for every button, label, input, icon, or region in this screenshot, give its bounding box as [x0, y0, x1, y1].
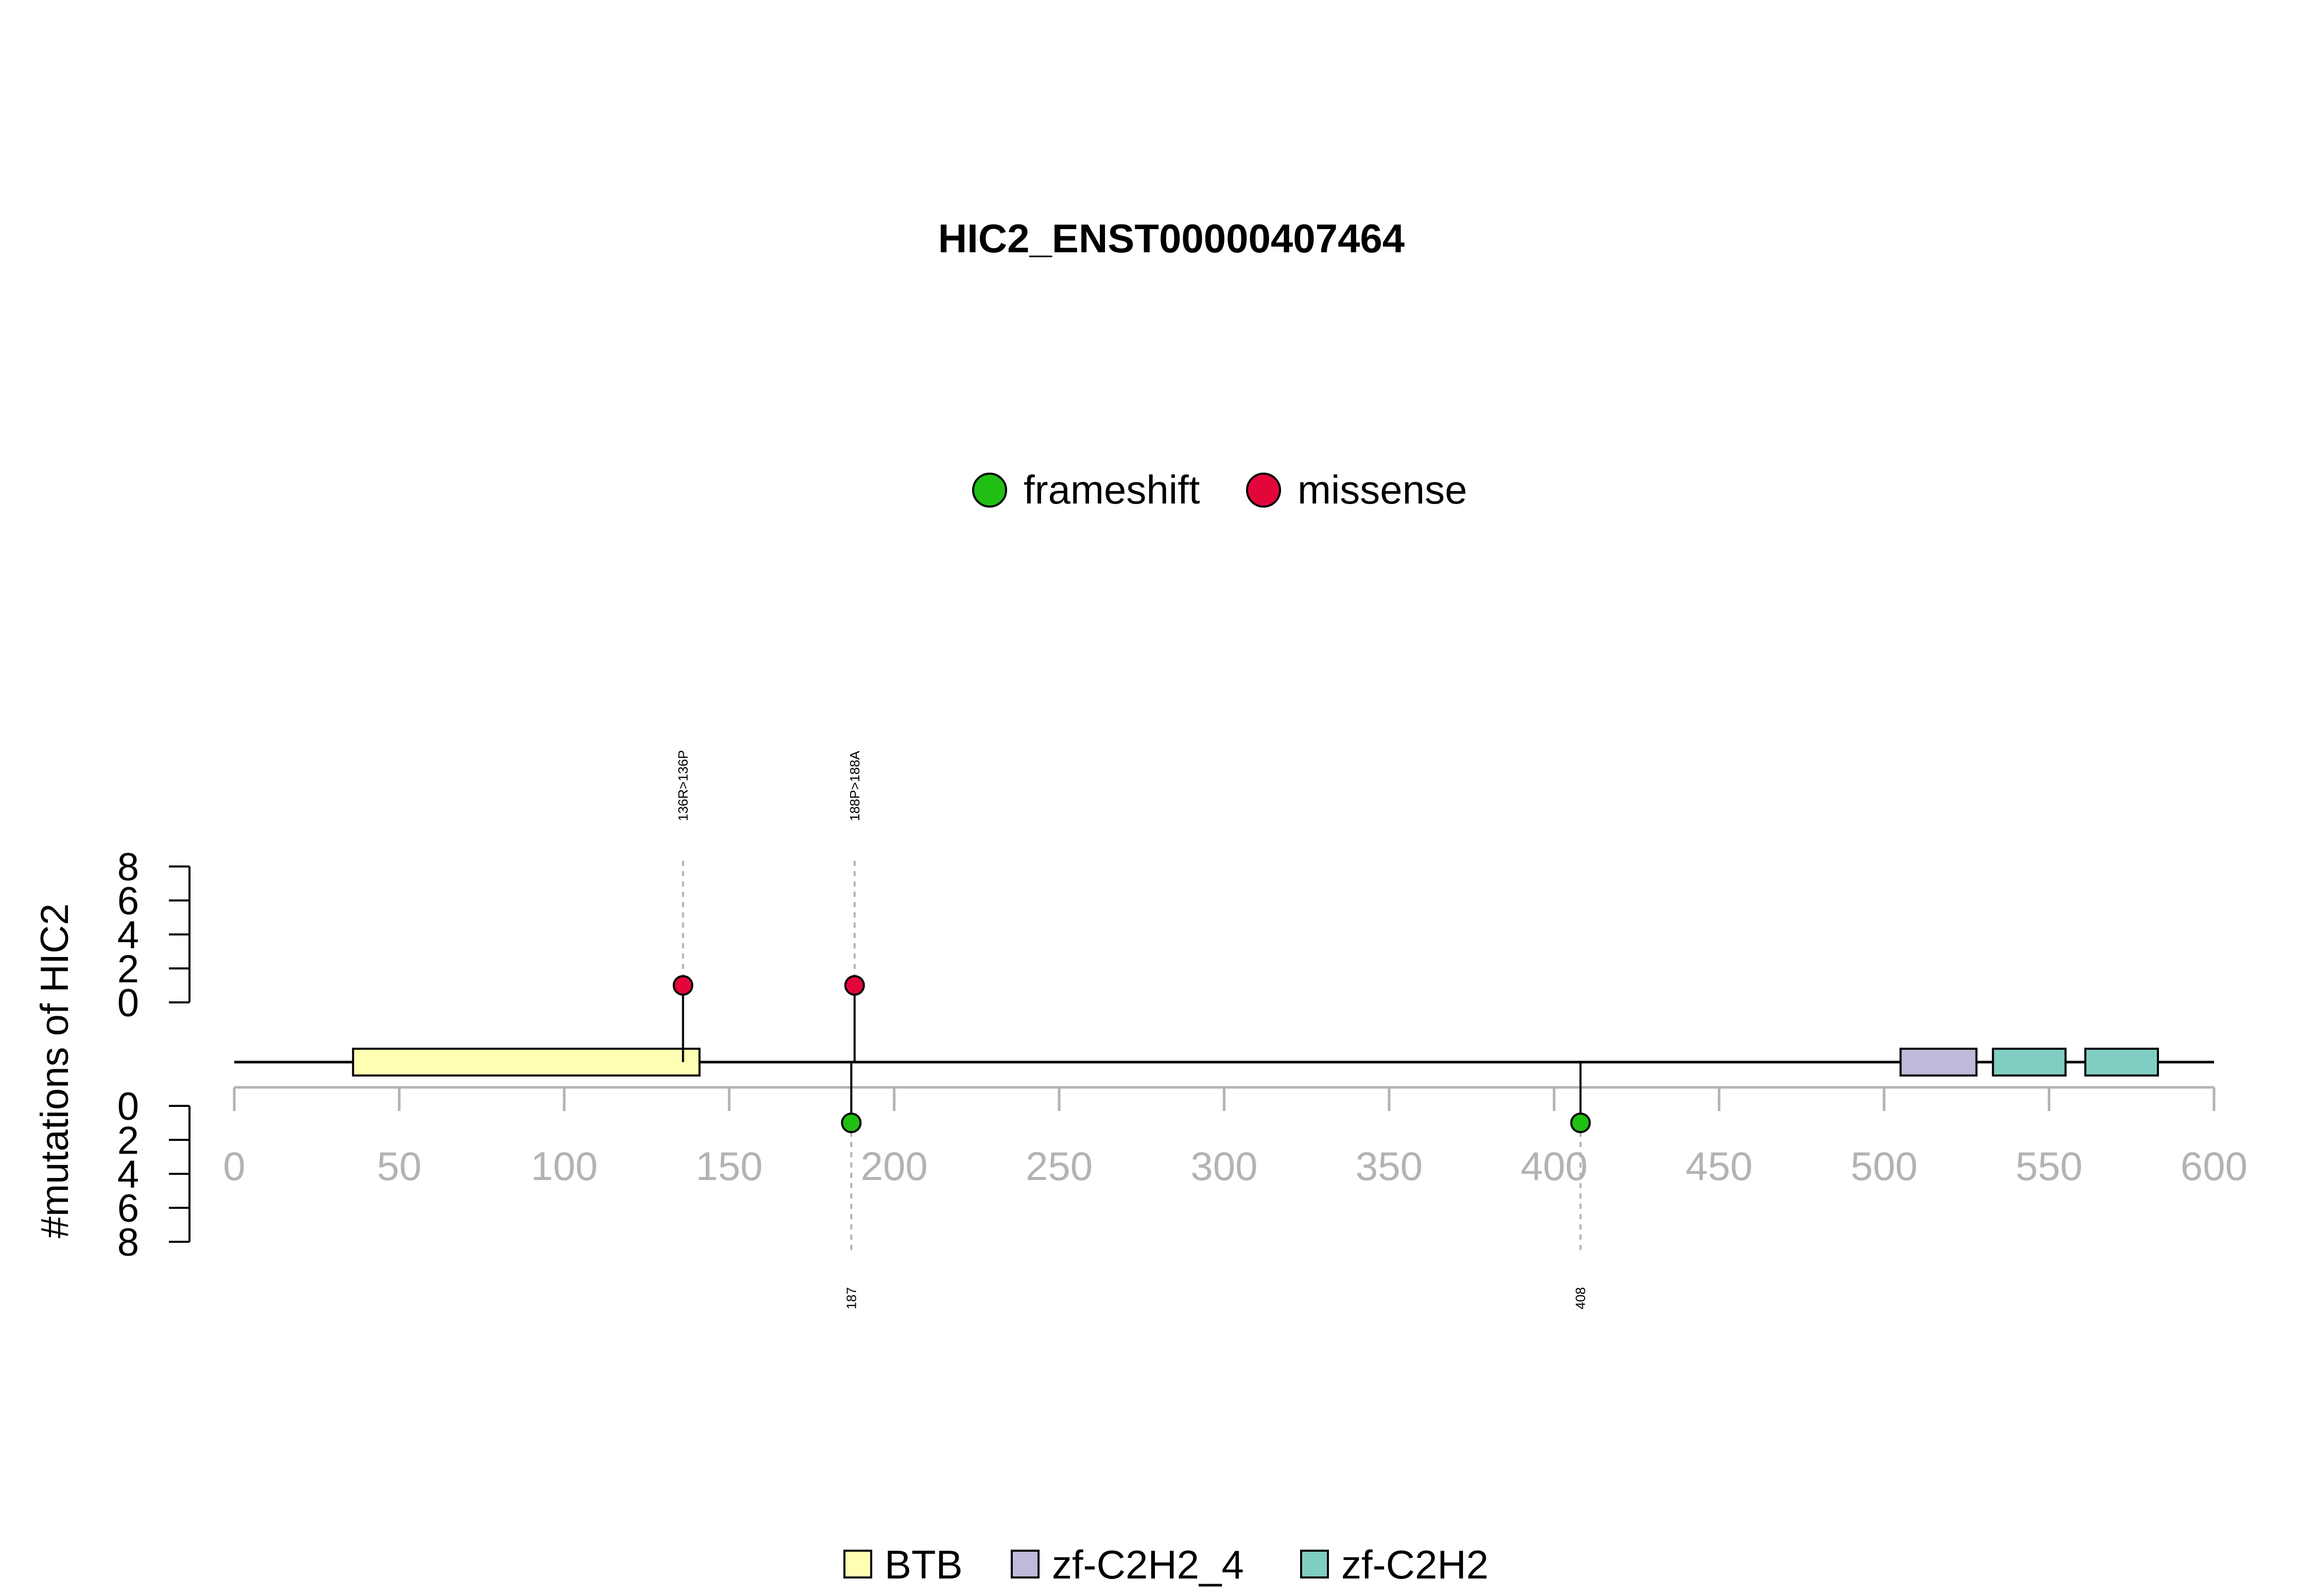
y-top-tick-label-2: 2: [117, 947, 139, 991]
mutation-legend: frameshift missense: [972, 467, 1467, 512]
y-bottom-tick-label-0: 0: [117, 1085, 139, 1129]
legend-swatch-BTB: [843, 1550, 872, 1578]
legend-label-zf-C2H2_4: zf-C2H2_4: [1052, 1542, 1244, 1587]
x-tick-label-450: 450: [1686, 1143, 1753, 1189]
legend-label-frameshift: frameshift: [1024, 467, 1200, 512]
y-bottom-tick-label-2: 2: [117, 1119, 139, 1163]
x-tick-label-550: 550: [2016, 1143, 2083, 1189]
x-tick-label-500: 500: [1851, 1143, 1917, 1189]
y-top-tick-label-8: 8: [117, 845, 139, 889]
legend-swatch-zf-C2H2_4: [1011, 1550, 1040, 1578]
domain-BTB: [352, 1048, 701, 1077]
x-tick-label-50: 50: [377, 1143, 422, 1189]
x-tick-label-200: 200: [861, 1143, 928, 1189]
y-bottom-tick-label-8: 8: [117, 1221, 139, 1264]
y-top-tick-label-4: 4: [117, 913, 139, 957]
x-tick-label-0: 0: [223, 1143, 245, 1189]
legend-label-missense: missense: [1298, 467, 1467, 512]
lollipop-head-frameshift: [841, 1113, 862, 1133]
legend-label-BTB: BTB: [885, 1542, 963, 1587]
chart-title: HIC2_ENST00000407464: [938, 216, 1405, 261]
lollipop-head-missense: [672, 975, 694, 996]
x-tick-label-300: 300: [1190, 1143, 1257, 1189]
mutation-lollipops: 136R>136P 188P>188A 187 408: [672, 750, 1591, 1309]
lollipop-head-frameshift: [1570, 1113, 1591, 1133]
x-tick-label-250: 250: [1026, 1143, 1093, 1189]
x-tick-label-100: 100: [531, 1143, 598, 1189]
mutation-label: 188P>188A: [847, 751, 862, 821]
y-bottom-tick-label-6: 6: [117, 1187, 139, 1230]
x-tick-label-350: 350: [1356, 1143, 1423, 1189]
domain-zf-C2H2_4: [1899, 1048, 1978, 1077]
y-top-tick-label-0: 0: [117, 981, 139, 1025]
x-tick-label-150: 150: [696, 1143, 763, 1189]
legend-swatch-zf-C2H2: [1300, 1550, 1329, 1578]
mutation-label: 136R>136P: [676, 750, 691, 821]
x-axis: 0 50 100 150 200 250 300 350 400 450 500 550 600: [223, 1086, 2247, 1189]
y-top-tick-label-6: 6: [117, 879, 139, 923]
domain-zf-C2H2: [1992, 1048, 2067, 1077]
legend-marker-frameshift: [972, 473, 1007, 508]
mutation-label: 408: [1573, 1287, 1588, 1309]
protein-domains: [352, 1048, 2159, 1077]
domain-legend: BTB zf-C2H2_4 zf-C2H2: [843, 1542, 1489, 1587]
legend-marker-missense: [1246, 473, 1281, 508]
y-axis-label: #mutations of HIC2: [33, 904, 77, 1239]
lollipop-head-missense: [844, 975, 865, 996]
y-bottom-tick-label-4: 4: [117, 1153, 139, 1196]
legend-label-zf-C2H2: zf-C2H2: [1341, 1542, 1489, 1587]
x-tick-label-600: 600: [2181, 1143, 2247, 1189]
mutation-label: 187: [843, 1287, 859, 1309]
x-tick-label-400: 400: [1520, 1143, 1587, 1189]
domain-zf-C2H2: [2084, 1048, 2159, 1077]
